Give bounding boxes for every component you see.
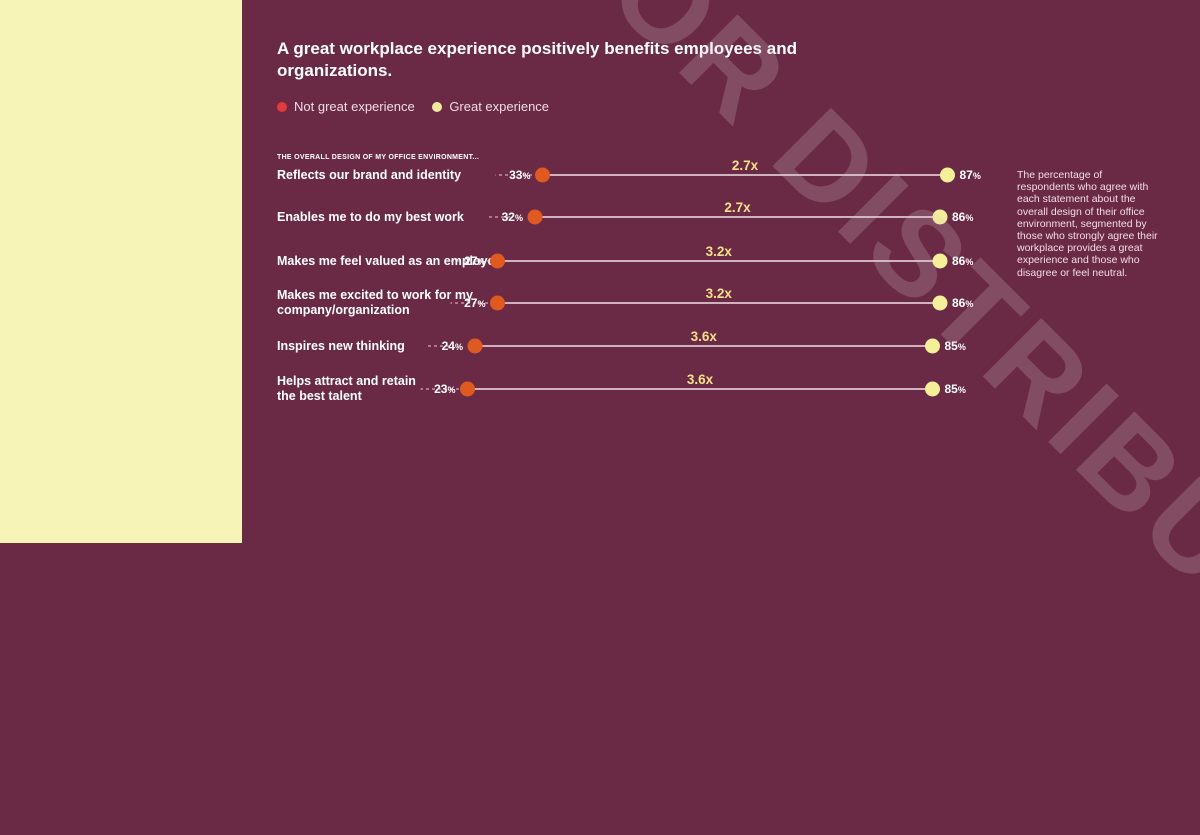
chart-note: The percentage of respondents who agree … (1017, 169, 1158, 279)
dot-not-great (467, 338, 483, 354)
dot-great (925, 338, 940, 354)
dot-great (925, 381, 940, 397)
legend-label-great: Great experience (449, 99, 550, 114)
row-label: Enables me to do my best work (277, 210, 464, 224)
legend-dot-not-great (277, 101, 287, 112)
value-label-great: 86% (952, 296, 973, 310)
legend-item-not-great: Not great experience (277, 99, 415, 114)
row-label: Makes me excited to work for my company/o… (277, 288, 473, 317)
multiplier-label: 2.7x (724, 200, 751, 215)
dot-not-great (460, 381, 475, 397)
value-label-great: 85% (945, 339, 966, 353)
row-label: Makes me feel valued as an employee (277, 254, 501, 268)
value-label-not-great: 33% (509, 168, 530, 182)
multiplier-label: 2.7x (732, 158, 759, 173)
chart-title: A great workplace experience positively … (277, 39, 797, 80)
dumbbell-chart: Reflects our brand and identity 33% 87% 2.7… (277, 158, 981, 403)
value-label-not-great: 23% (434, 382, 455, 396)
dot-great (940, 167, 955, 183)
legend: Not great experience Great experience (277, 99, 563, 115)
dot-not-great (535, 167, 550, 183)
dot-not-great (490, 295, 505, 311)
row-label: Inspires new thinking (277, 339, 405, 353)
dot-great (932, 253, 948, 269)
value-label-not-great: 27% (464, 296, 485, 310)
value-label-not-great: 32% (502, 210, 523, 224)
dot-great (932, 209, 948, 225)
value-label-not-great: 27% (464, 254, 485, 268)
multiplier-label: 3.6x (687, 372, 714, 387)
row-label: Reflects our brand and identity (277, 168, 461, 182)
multiplier-label: 3.2x (706, 244, 733, 259)
dot-great (932, 295, 948, 311)
dot-not-great (490, 253, 505, 269)
side-panel (0, 0, 242, 543)
legend-dot-great (432, 101, 443, 112)
legend-item-great: Great experience (432, 99, 549, 114)
section-label: THE OVERALL DESIGN OF MY OFFICE ENVIRONM… (277, 154, 480, 161)
multiplier-label: 3.6x (691, 329, 718, 344)
value-label-great: 86% (952, 210, 973, 224)
value-label-not-great: 24% (442, 339, 463, 353)
row-label: Helps attract and retain the best talent (277, 374, 416, 403)
dot-not-great (527, 209, 543, 225)
value-label-great: 85% (945, 382, 966, 396)
value-label-great: 86% (952, 254, 973, 268)
legend-label-not-great: Not great experience (294, 99, 415, 114)
value-label-great: 87% (960, 168, 981, 182)
multiplier-label: 3.2x (706, 286, 733, 301)
